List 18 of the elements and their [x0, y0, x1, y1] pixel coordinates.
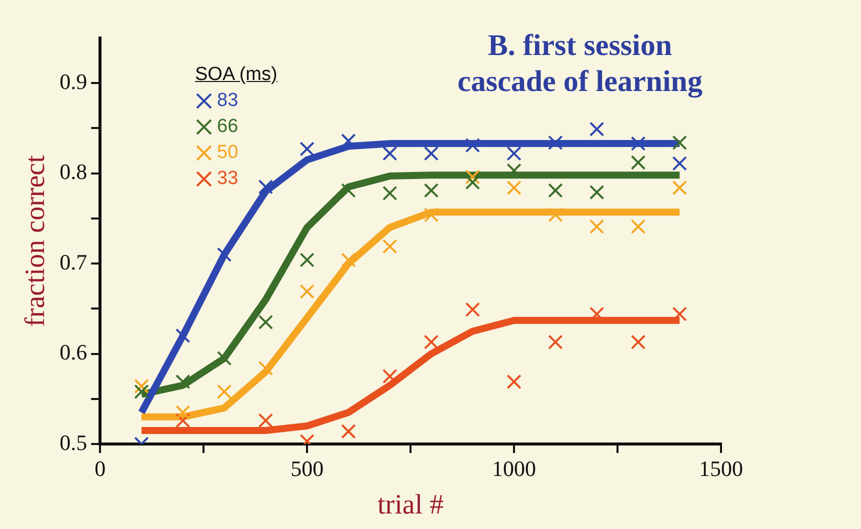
legend-label: 50: [217, 141, 238, 165]
legend-label: 66: [217, 115, 238, 139]
x-tick-label: 0: [94, 456, 106, 481]
x-axis-title: trial #: [378, 490, 444, 521]
y-tick-label: 0.5: [60, 430, 88, 455]
legend-label: 83: [217, 89, 238, 113]
y-axis-title: fraction correct: [20, 154, 52, 327]
x-tick-label: 1500: [699, 456, 743, 481]
y-tick-label: 0.6: [60, 340, 88, 365]
y-tick-label: 0.8: [60, 159, 88, 184]
text: cascade of learning: [456, 64, 704, 100]
legend-title: SOA (ms): [195, 63, 278, 87]
y-tick-label: 0.9: [60, 68, 88, 94]
y-tick-label: 0.7: [60, 249, 88, 274]
legend-label: 33: [217, 167, 238, 191]
x-tick-label: 1000: [492, 456, 536, 481]
chart-title: B. first session: [486, 28, 674, 64]
x-tick-label: 500: [290, 456, 324, 481]
